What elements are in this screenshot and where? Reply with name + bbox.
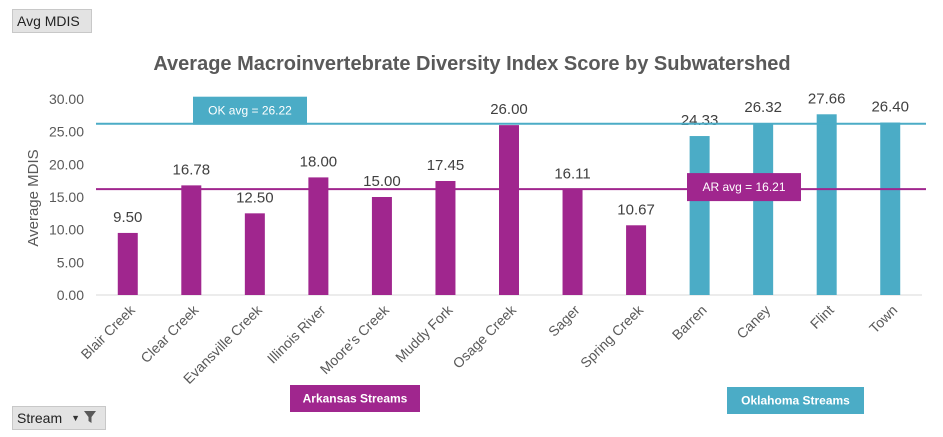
bar[interactable] xyxy=(308,177,329,295)
category-label: Caney xyxy=(733,302,773,342)
avg-mdis-field-button[interactable]: Avg MDIS xyxy=(12,9,92,33)
stream-filter-label: Stream xyxy=(17,410,63,426)
bar[interactable] xyxy=(181,185,202,295)
group-legend: Arkansas Streams Oklahoma Streams xyxy=(290,385,864,414)
y-tick-label: 20.00 xyxy=(49,156,84,172)
reference-label: OK avg = 26.22 xyxy=(208,104,292,118)
bar[interactable] xyxy=(689,136,710,295)
y-tick-label: 5.00 xyxy=(57,254,84,270)
data-label: 16.11 xyxy=(554,166,590,183)
category-label: Osage Creek xyxy=(449,301,519,371)
bar[interactable] xyxy=(562,189,583,295)
group-legend-box xyxy=(290,385,420,412)
category-label: Sager xyxy=(545,302,583,340)
data-label: 15.00 xyxy=(363,173,401,190)
bar[interactable] xyxy=(499,125,519,295)
y-tick-label: 30.00 xyxy=(49,91,84,107)
data-label: 18.00 xyxy=(300,153,338,170)
bar[interactable] xyxy=(626,225,647,295)
category-label: Blair Creek xyxy=(78,301,139,362)
category-label: Town xyxy=(866,302,900,336)
stream-filter-button[interactable]: Stream ▼ xyxy=(12,406,106,430)
data-label: 26.32 xyxy=(744,99,782,116)
y-tick-label: 10.00 xyxy=(49,222,84,238)
bar[interactable] xyxy=(880,122,901,296)
bar[interactable] xyxy=(816,114,837,296)
data-label: 9.50 xyxy=(113,209,142,226)
data-label: 16.78 xyxy=(173,161,211,178)
data-label: 17.45 xyxy=(427,157,465,174)
group-legend-box xyxy=(727,387,864,414)
avg-mdis-field-label: Avg MDIS xyxy=(17,13,80,29)
data-label: 12.50 xyxy=(236,189,274,206)
category-label: Barren xyxy=(669,302,710,343)
filter-icon xyxy=(83,410,97,427)
data-label: 26.00 xyxy=(490,101,528,118)
category-label: Spring Creek xyxy=(577,301,647,371)
data-labels: 9.50 16.78 12.50 18.00 15.00 17.45 26.00 16.11 1… xyxy=(113,90,909,226)
category-label: Muddy Fork xyxy=(392,301,456,365)
data-label: 10.67 xyxy=(617,201,655,218)
group-legend-label: Oklahoma Streams xyxy=(741,394,850,408)
reference-label-box xyxy=(687,173,801,202)
data-label: 26.40 xyxy=(871,99,909,116)
chart-title: Average Macroinvertebrate Diversity Inde… xyxy=(153,53,790,75)
bar[interactable] xyxy=(117,232,138,295)
bar[interactable] xyxy=(753,123,774,295)
dropdown-arrow-icon: ▼ xyxy=(71,413,81,423)
y-axis-ticks: 0.00 5.00 10.00 15.00 20.00 25.00 30.00 xyxy=(49,91,84,303)
y-tick-label: 0.00 xyxy=(57,287,84,303)
category-label: Clear Creek xyxy=(137,301,202,366)
reference-label-box xyxy=(193,96,307,125)
group-legend-label: Arkansas Streams xyxy=(303,392,408,406)
y-tick-label: 25.00 xyxy=(49,124,84,140)
data-label: 24.33 xyxy=(681,112,719,129)
reference-label: AR avg = 16.21 xyxy=(702,180,785,194)
category-label: Moore's Creek xyxy=(317,301,393,377)
bar[interactable] xyxy=(244,213,265,295)
category-label: Flint xyxy=(807,302,837,332)
reference-lines: OK avg = 26.22 AR avg = 16.21 xyxy=(96,96,926,202)
bar[interactable] xyxy=(371,197,392,295)
bar[interactable] xyxy=(435,180,456,295)
data-label: 27.66 xyxy=(808,90,846,107)
category-label: Illinois River xyxy=(264,302,329,367)
y-axis-label: Average MDIS xyxy=(25,149,42,246)
y-tick-label: 15.00 xyxy=(49,189,84,205)
